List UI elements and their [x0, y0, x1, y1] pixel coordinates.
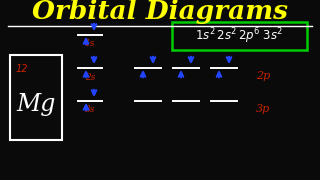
- Text: 2s: 2s: [85, 73, 95, 82]
- Text: Mg: Mg: [16, 93, 56, 116]
- Bar: [172, 22, 307, 50]
- Text: 3s: 3s: [85, 105, 95, 114]
- Text: 1s: 1s: [85, 39, 95, 48]
- Bar: [10, 55, 62, 140]
- Text: 12: 12: [16, 64, 28, 74]
- Text: Orbital Diagrams: Orbital Diagrams: [32, 0, 288, 24]
- Text: 3p: 3p: [256, 104, 270, 114]
- Text: 2p: 2p: [256, 71, 270, 81]
- Text: $1s^2\,2s^2\,2p^6\;3s^2$: $1s^2\,2s^2\,2p^6\;3s^2$: [196, 26, 284, 46]
